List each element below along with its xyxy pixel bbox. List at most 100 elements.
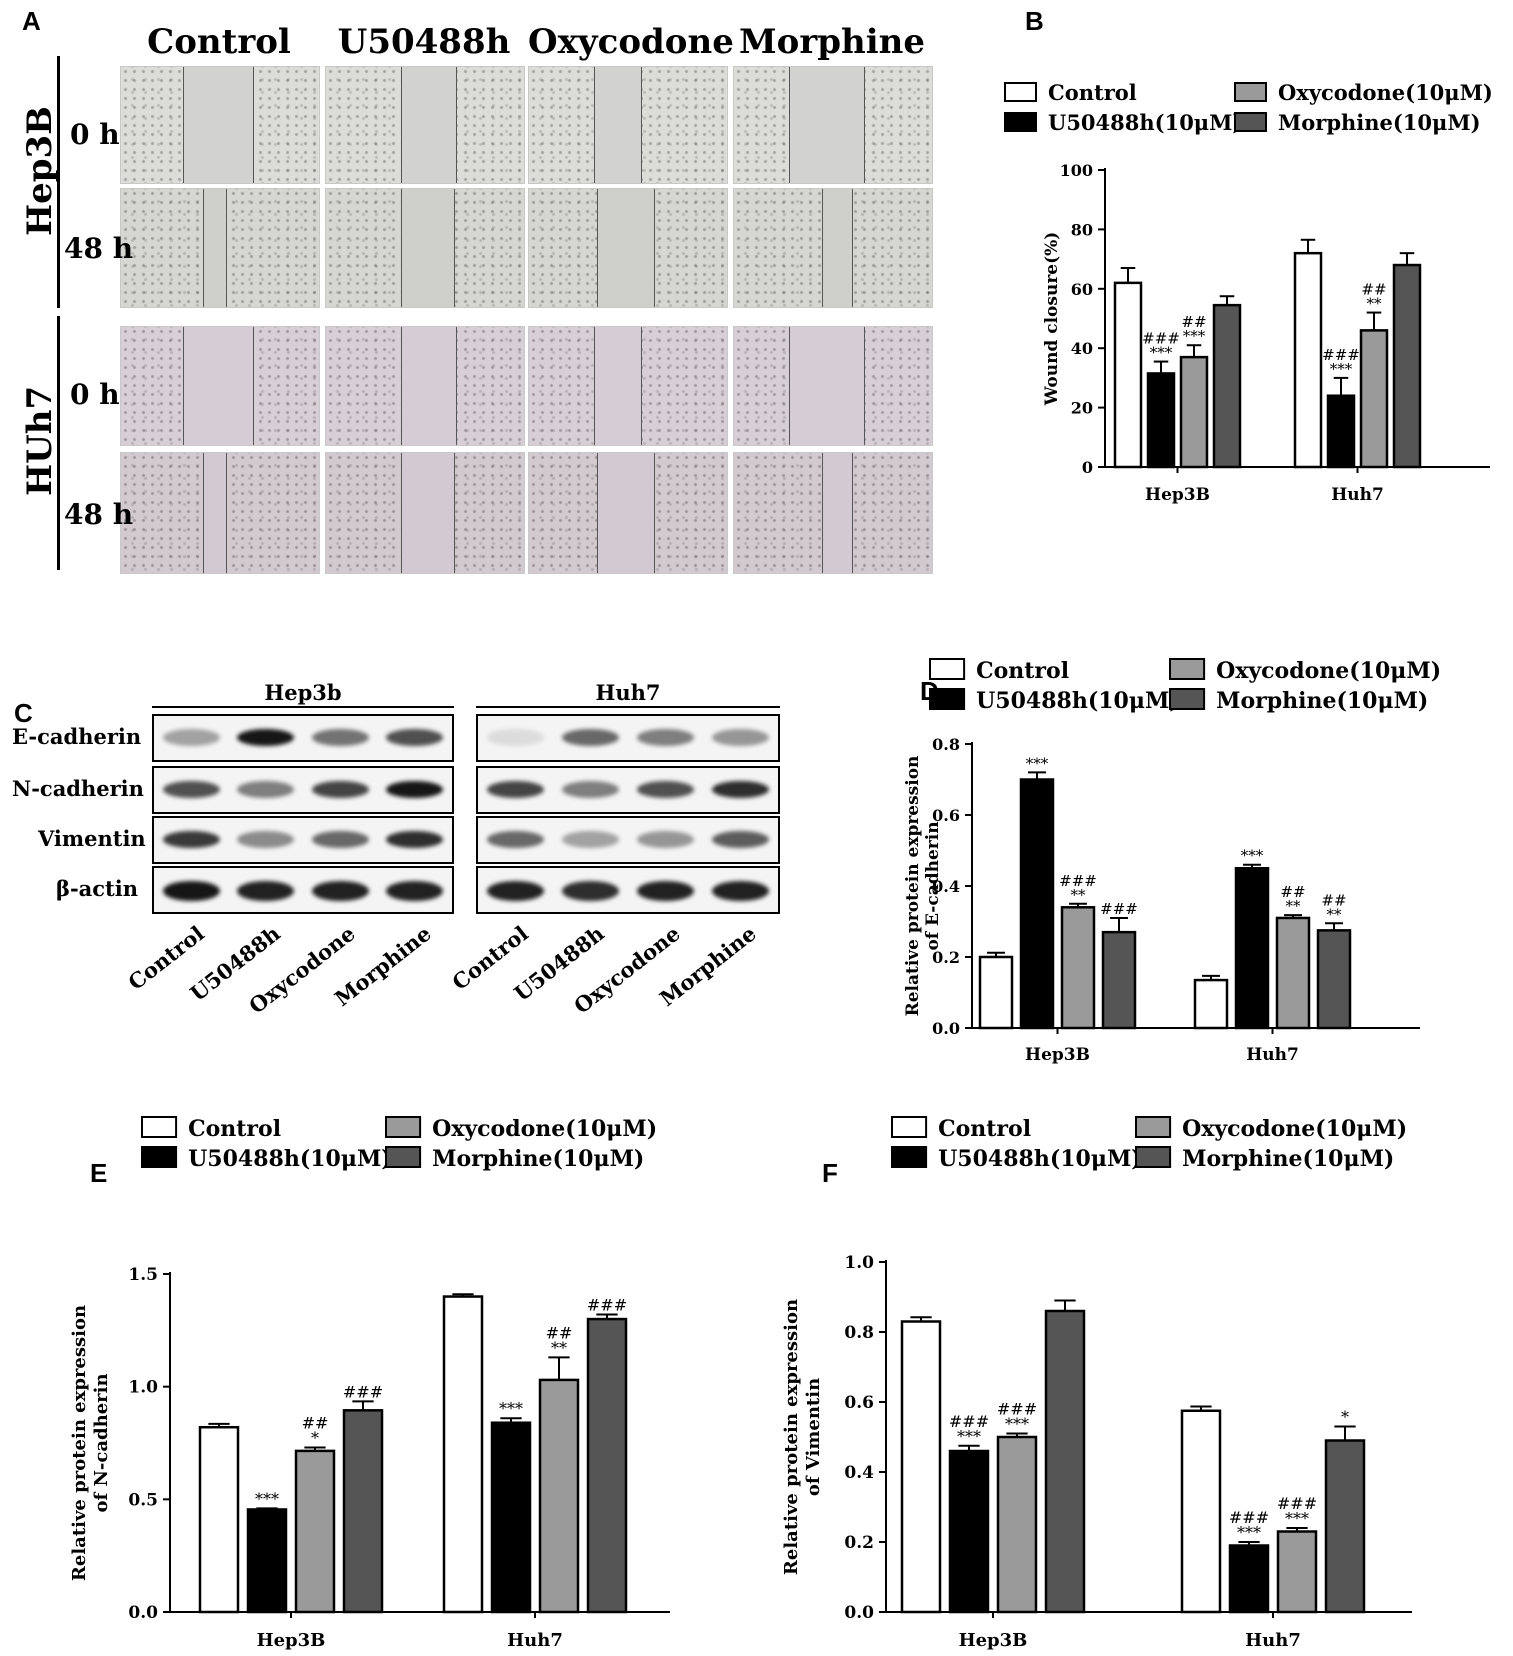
legend-label: Morphine(10μM) (1216, 688, 1428, 714)
micrograph-tile (120, 66, 320, 184)
lane-label-control: Control (123, 920, 209, 995)
blot-row (152, 714, 454, 762)
legend-label: Control (938, 1116, 1031, 1142)
wound-edge (401, 189, 402, 307)
wound-edge (203, 189, 204, 307)
blot-row (476, 816, 780, 864)
micrograph-tile (733, 188, 933, 308)
wound-edge (864, 67, 865, 183)
significance-mark: ** (551, 1338, 567, 1357)
wound-edge (226, 189, 227, 307)
blot-band (386, 831, 444, 848)
wound-gap (183, 327, 253, 445)
blot-band (562, 781, 619, 798)
blot-band (162, 781, 220, 798)
bar (294, 1449, 336, 1614)
blot-band (712, 729, 769, 746)
y-tick-label: 0.4 (932, 877, 960, 896)
lane-label-u50488h: U50488h (184, 920, 285, 1007)
blot-band (487, 831, 544, 848)
x-category-label: Hep3B (1145, 485, 1210, 505)
wound-gap (822, 453, 852, 573)
y-tick-label: 1.5 (128, 1265, 158, 1285)
column-header-u50488h: U50488h (337, 22, 511, 62)
bar (538, 1378, 580, 1614)
significance-mark: ** (1286, 897, 1302, 915)
legend-label: Oxycodone(10μM) (1182, 1116, 1407, 1142)
significance-mark: ** (1327, 905, 1343, 923)
blot-band (712, 781, 769, 798)
blot-band (237, 729, 295, 746)
column-header-morphine: Morphine (739, 22, 925, 62)
significance-mark: ## (302, 1414, 329, 1433)
blot-band (311, 831, 369, 848)
bar (1324, 1439, 1366, 1614)
legend-item-oxycodone-10-m: Oxycodone(10μM) (385, 1116, 657, 1142)
legend-swatch (929, 658, 966, 680)
chart-d-e-cadherin: Control U50488h(10μM) Oxycodone(10μM) Morph… (903, 658, 1441, 1065)
bar (586, 1317, 628, 1614)
bar (1179, 355, 1209, 469)
blot-band (311, 781, 369, 798)
bar (1234, 867, 1270, 1030)
bar (246, 1508, 288, 1614)
significance-mark: ** (1071, 886, 1087, 904)
significance-mark: ## (1280, 883, 1305, 901)
legend-item-control: Control (1004, 80, 1137, 105)
x-category-label: Hep3B (257, 1630, 326, 1651)
wound-edge (641, 67, 642, 183)
timepoint-label: 0 h (70, 378, 120, 411)
timepoint-label: 0 h (70, 118, 120, 151)
significance-mark: *** (1026, 754, 1049, 772)
significance-mark: ** (1367, 295, 1383, 313)
wound-edge (597, 189, 598, 307)
blot-band (162, 729, 220, 746)
significance-mark: ### (1322, 346, 1360, 364)
wound-gap (183, 67, 253, 183)
significance-mark: *** (1285, 1509, 1309, 1528)
blot-band (712, 831, 769, 848)
wound-gap (203, 189, 226, 307)
significance-mark: * (311, 1429, 319, 1448)
legend-swatch (1234, 82, 1267, 102)
y-tick-label: 0 (1082, 458, 1093, 477)
significance-mark: ## (1181, 313, 1206, 331)
y-axis-label: Wound closure(%) (1042, 232, 1062, 407)
cell-line-bracket (57, 56, 60, 308)
significance-mark: ### (587, 1296, 627, 1315)
micrograph-tile (528, 66, 728, 184)
wound-gap (594, 327, 641, 445)
y-tick-label: 0.6 (932, 806, 960, 825)
panel-label-b: B (1025, 6, 1044, 36)
significance-mark: * (1341, 1408, 1349, 1427)
panel-label-f: F (822, 1158, 838, 1188)
y-tick-label: 40 (1071, 339, 1093, 358)
micrograph-tile (733, 66, 933, 184)
legend-label: Control (1048, 80, 1137, 105)
wound-edge (789, 67, 790, 183)
legend-item-morphine-10-m: Morphine(10μM) (385, 1146, 644, 1172)
legend-swatch (1004, 112, 1037, 132)
y-axis-label: Relative protein expressionof N-cadherin (69, 1305, 112, 1581)
wound-edge (401, 327, 402, 445)
y-axis-label: Relative protein expressionof Vimentin (781, 1299, 824, 1575)
significance-mark: ### (343, 1382, 383, 1401)
wound-gap (401, 67, 456, 183)
legend-swatch (1135, 1146, 1172, 1168)
blot-band (562, 729, 619, 746)
micrograph-tile (528, 326, 728, 446)
wound-edge (789, 327, 790, 445)
wound-gap (822, 189, 852, 307)
significance-mark: ### (997, 1400, 1037, 1419)
y-tick-label: 0.0 (128, 1603, 158, 1623)
micrograph-tile (120, 188, 320, 308)
chart-b-wound-closure: Control U50488h(10μM) Oxycodone(10μM) Morph… (1004, 80, 1493, 505)
bar (1146, 372, 1176, 469)
blot-band (487, 881, 544, 901)
wound-edge (852, 189, 853, 307)
y-tick-label: 0.5 (128, 1490, 158, 1510)
legend-label: Control (188, 1116, 281, 1142)
y-tick-label: 0.2 (844, 1533, 874, 1553)
panel-label-e: E (90, 1158, 108, 1188)
wound-gap (401, 453, 454, 573)
